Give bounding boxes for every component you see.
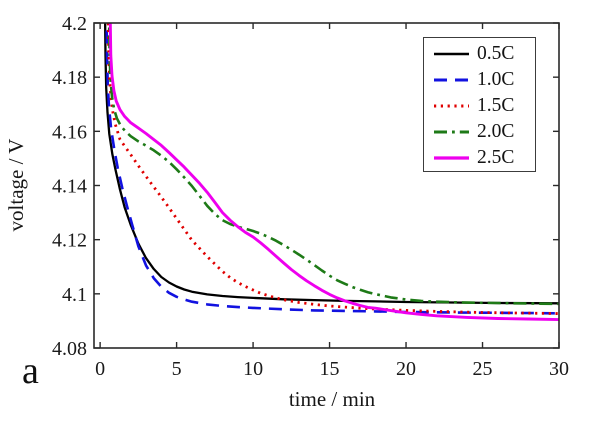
legend: 0.5C 1.0C 1.5C 2.0C 2.5C	[423, 37, 536, 172]
legend-label: 1.5C	[477, 95, 515, 117]
axis-tick-labels: 0 5 10 15 20 25 30 4.08 4.1 4.12 4.14 4.16 4.18 4.2	[52, 13, 569, 380]
y-tick-label: 4.18	[52, 67, 87, 89]
x-axis-label: time / min	[288, 387, 376, 411]
legend-line-dashdot-green-icon	[434, 130, 469, 134]
x-tick-label: 30	[549, 358, 569, 380]
x-tick-label: 0	[95, 358, 105, 380]
legend-line-dashed-blue-icon	[434, 78, 469, 82]
legend-item-2-0c: 2.0C	[424, 119, 535, 145]
x-tick-label: 20	[396, 358, 416, 380]
y-tick-label: 4.14	[52, 176, 87, 198]
curves-group	[103, 23, 559, 322]
y-tick-label: 4.16	[52, 121, 87, 143]
x-tick-label: 5	[172, 358, 182, 380]
curve-2-5c	[108, 23, 559, 322]
curve-1-0c	[105, 23, 559, 315]
x-tick-label: 15	[320, 358, 340, 380]
legend-label: 0.5C	[477, 43, 515, 65]
legend-line-solid-black-icon	[434, 52, 469, 56]
x-tick-label: 10	[243, 358, 263, 380]
y-tick-label: 4.2	[62, 13, 87, 35]
legend-line-solid-magenta-icon	[434, 156, 469, 160]
subfigure-letter: a	[22, 350, 39, 392]
y-tick-label: 4.1	[62, 284, 87, 306]
axis-ticks	[94, 22, 560, 349]
legend-item-2-5c: 2.5C	[424, 145, 535, 171]
curve-0-5c	[103, 23, 559, 305]
curve-2-0c	[107, 23, 559, 306]
legend-item-0-5c: 0.5C	[424, 41, 535, 67]
x-tick-label: 25	[473, 358, 493, 380]
legend-item-1-5c: 1.5C	[424, 93, 535, 119]
legend-label: 2.5C	[477, 147, 515, 169]
legend-item-1-0c: 1.0C	[424, 67, 535, 93]
legend-label: 1.0C	[477, 69, 515, 91]
legend-label: 2.0C	[477, 121, 515, 143]
legend-line-dotted-red-icon	[434, 104, 469, 108]
y-tick-label: 4.08	[52, 338, 87, 360]
y-axis-label: voltage / V	[4, 138, 28, 232]
y-tick-label: 4.12	[52, 230, 87, 252]
